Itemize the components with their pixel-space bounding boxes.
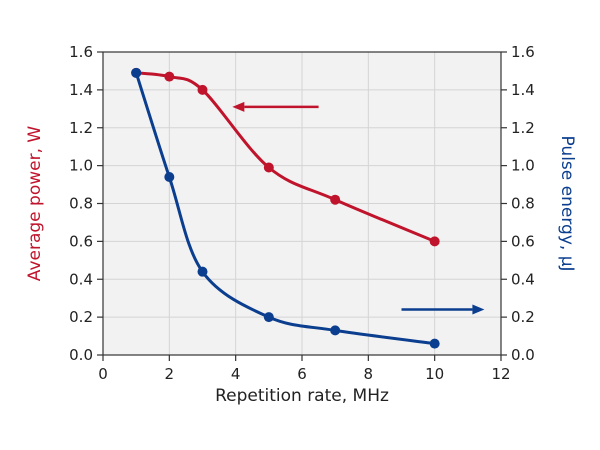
y-left-tick-label: 1.6 — [69, 43, 93, 61]
y-right-tick-label: 1.4 — [511, 81, 535, 99]
x-tick-label: 12 — [491, 365, 510, 383]
right-axis-arrow-head — [472, 304, 485, 315]
series-left-point — [197, 84, 208, 95]
y-axis-right-title: Pulse energy, µJ — [557, 135, 577, 271]
y-left-tick-label: 0.8 — [69, 195, 93, 213]
series-right-point — [164, 171, 175, 182]
x-tick-label: 8 — [364, 365, 374, 383]
series-right-point — [330, 325, 341, 336]
series-right-point — [131, 67, 142, 78]
y-right-tick-label: 0.2 — [511, 308, 535, 326]
y-axis-left-title: Average power, W — [25, 126, 45, 282]
y-left-tick-label: 1.0 — [69, 157, 93, 175]
y-left-tick-label: 0.6 — [69, 232, 93, 250]
series-right-point — [263, 312, 274, 323]
x-tick-label: 6 — [297, 365, 307, 383]
x-tick-label: 4 — [231, 365, 241, 383]
y-left-tick-label: 0.2 — [69, 308, 93, 326]
grid — [103, 52, 501, 355]
y-right-tick-label: 0.0 — [511, 346, 535, 364]
series-left-point — [429, 236, 440, 247]
x-tick-label: 2 — [165, 365, 175, 383]
series-right-point — [197, 266, 208, 277]
series-right-point — [429, 338, 440, 349]
annotation-layer — [232, 101, 485, 315]
y-left-tick-label: 1.2 — [69, 119, 93, 137]
y-left-tick-label: 0.0 — [69, 346, 93, 364]
series-left-point — [263, 162, 274, 173]
y-left-tick-label: 1.4 — [69, 81, 93, 99]
y-right-tick-label: 1.2 — [511, 119, 535, 137]
x-axis-title: Repetition rate, MHz — [215, 386, 389, 406]
series-left-point — [330, 194, 341, 205]
y-right-tick-label: 0.4 — [511, 270, 535, 288]
y-right-tick-label: 1.0 — [511, 157, 535, 175]
left-axis-arrow-head — [232, 101, 245, 112]
tick-layer: 0 2 4 6 8 10 120.00.20.40.60.81.01.21.41.60.00… — [69, 43, 535, 383]
y-right-tick-label: 0.8 — [511, 195, 535, 213]
x-tick-label: 10 — [425, 365, 444, 383]
series-right-line — [134, 71, 437, 346]
series-left-point — [164, 71, 175, 82]
y-right-tick-label: 0.6 — [511, 232, 535, 250]
x-tick-label: 0 — [98, 365, 108, 383]
series-layer — [131, 67, 440, 349]
y-right-tick-label: 1.6 — [511, 43, 535, 61]
y-left-tick-label: 0.4 — [69, 270, 93, 288]
